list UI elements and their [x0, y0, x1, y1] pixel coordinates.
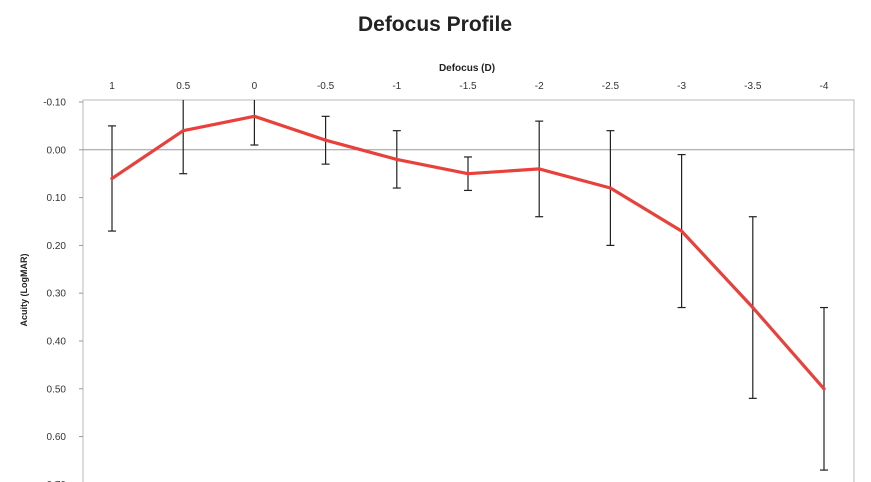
x-axis-label: Defocus (D) [439, 63, 495, 74]
data-point [751, 305, 755, 310]
x-tick-label: 1 [109, 81, 115, 92]
chart-title: Defocus Profile [358, 13, 512, 36]
data-point [181, 129, 185, 133]
data-point [324, 138, 328, 142]
y-tick-label: 0.70 [47, 480, 67, 482]
data-point [822, 387, 826, 391]
y-tick-label: 0.40 [47, 337, 67, 348]
data-point [608, 186, 613, 190]
x-tick-label: 0.5 [176, 81, 190, 92]
y-tick-label: 0.20 [47, 241, 67, 252]
y-tick-label: 0.00 [47, 145, 67, 156]
data-point [252, 114, 256, 118]
y-tick-label: -0.10 [43, 98, 66, 109]
x-tick-label: -1.5 [459, 81, 477, 92]
plot-area [82, 99, 855, 482]
x-tick-label: -1 [392, 81, 401, 92]
data-point [110, 176, 114, 181]
y-tick-label: 0.30 [47, 289, 67, 300]
x-tick-label: -4 [820, 81, 829, 92]
x-tick-label: -3 [677, 81, 686, 92]
data-point [466, 172, 470, 176]
x-tick-label: 0 [252, 81, 258, 92]
data-point [395, 157, 399, 161]
y-axis-label: Acuity (LogMAR) [19, 254, 29, 327]
x-tick-label: -3.5 [744, 81, 762, 92]
x-tick-label: -2 [535, 81, 544, 92]
y-tick-label: 0.50 [47, 384, 67, 395]
y-tick-label: 0.60 [47, 432, 67, 443]
y-tick-label: 0.10 [47, 193, 67, 204]
x-tick-label: -0.5 [317, 81, 335, 92]
x-tick-label: -2.5 [602, 81, 620, 92]
data-point [537, 167, 541, 171]
data-point [680, 229, 684, 233]
